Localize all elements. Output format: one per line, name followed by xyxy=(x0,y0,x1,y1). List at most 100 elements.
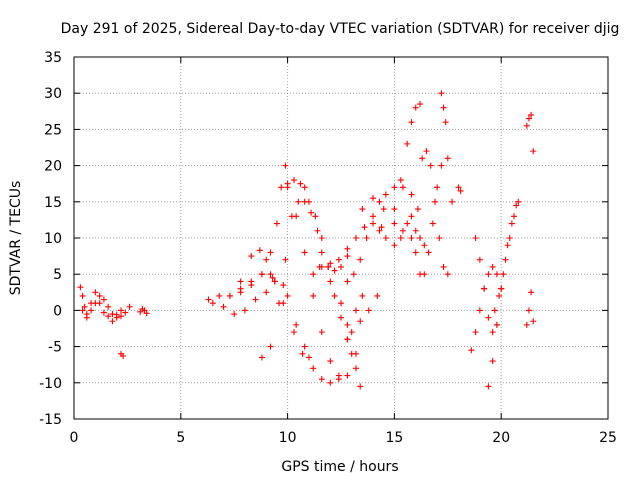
data-point xyxy=(325,263,332,270)
data-point xyxy=(237,285,244,292)
data-point xyxy=(523,321,530,328)
data-point xyxy=(252,296,259,303)
data-point xyxy=(455,184,462,191)
x-tick-label: 0 xyxy=(70,430,79,446)
data-point xyxy=(444,155,451,162)
data-point xyxy=(408,235,415,241)
x-tick-label: 10 xyxy=(279,430,297,446)
data-point xyxy=(267,343,274,350)
data-point xyxy=(205,296,212,303)
y-tick-label: 35 xyxy=(44,50,62,66)
data-point xyxy=(391,184,398,191)
data-point xyxy=(278,184,285,191)
data-point xyxy=(348,329,355,336)
data-point xyxy=(489,329,496,336)
data-point xyxy=(380,206,387,213)
data-point xyxy=(515,198,522,205)
data-point xyxy=(359,206,366,213)
data-point xyxy=(397,235,404,241)
data-point xyxy=(363,235,370,241)
data-point xyxy=(282,162,289,169)
data-point xyxy=(506,235,513,241)
data-point xyxy=(248,253,255,260)
data-point xyxy=(476,307,483,314)
data-point xyxy=(391,206,398,213)
data-point xyxy=(276,300,283,307)
data-point xyxy=(421,271,428,278)
data-point xyxy=(327,260,334,267)
data-point xyxy=(241,307,248,314)
data-point xyxy=(282,256,289,263)
data-point xyxy=(100,296,107,303)
data-point xyxy=(331,267,338,274)
data-point xyxy=(412,104,419,111)
data-point xyxy=(357,256,364,263)
data-point xyxy=(399,184,406,191)
data-point xyxy=(79,292,86,299)
data-point xyxy=(427,162,434,169)
data-point xyxy=(408,213,415,220)
data-point xyxy=(498,285,505,292)
data-point xyxy=(344,336,351,343)
x-axis-label: GPS time / hours xyxy=(281,459,398,475)
data-point xyxy=(271,278,278,285)
data-point xyxy=(258,354,265,361)
data-point xyxy=(513,202,520,209)
data-point xyxy=(305,198,312,205)
axis-ticks xyxy=(73,56,609,420)
tick-labels: 0 5 10 15 20 25 -15 -10 -5 0 5 10 15 20 25 30 35 xyxy=(39,50,617,446)
data-point xyxy=(431,198,438,205)
y-tick-label: 5 xyxy=(53,267,62,283)
data-point xyxy=(391,242,398,249)
data-point xyxy=(92,289,99,296)
data-point xyxy=(291,329,298,336)
data-point xyxy=(504,242,511,249)
data-point xyxy=(301,249,308,256)
data-point xyxy=(525,115,532,122)
data-point xyxy=(305,354,312,361)
data-point xyxy=(77,284,84,291)
data-point xyxy=(359,292,366,299)
data-point xyxy=(122,309,129,316)
data-point xyxy=(295,198,302,205)
data-point xyxy=(299,350,306,357)
data-point xyxy=(338,300,344,307)
data-point xyxy=(120,353,127,360)
data-point xyxy=(496,292,503,299)
data-point xyxy=(352,235,359,241)
data-point xyxy=(489,358,496,365)
data-point xyxy=(310,292,317,299)
y-tick-label: -10 xyxy=(39,376,62,392)
y-tick-label: -15 xyxy=(39,412,62,428)
data-point xyxy=(316,263,323,270)
data-point xyxy=(105,303,112,310)
data-point xyxy=(344,372,351,379)
data-point xyxy=(209,300,216,307)
data-point xyxy=(258,271,265,278)
data-point xyxy=(327,358,334,365)
data-point xyxy=(113,311,120,318)
data-point xyxy=(109,311,116,318)
data-point xyxy=(485,271,492,278)
y-tick-label: 10 xyxy=(44,231,62,247)
data-point xyxy=(338,314,344,321)
chart-title: Day 291 of 2025, Sidereal Day-to-day VTE… xyxy=(61,21,620,37)
data-point xyxy=(365,307,372,314)
data-point xyxy=(348,350,355,357)
data-point xyxy=(493,321,500,328)
data-point xyxy=(378,224,385,231)
data-point xyxy=(263,289,270,296)
data-point xyxy=(344,245,351,252)
data-point xyxy=(468,347,475,354)
data-point xyxy=(143,310,150,317)
data-point xyxy=(310,271,317,278)
data-point xyxy=(237,278,244,285)
data-point xyxy=(438,90,445,97)
data-point xyxy=(109,318,116,325)
data-point xyxy=(344,321,351,328)
data-point xyxy=(126,303,133,310)
y-tick-label: 25 xyxy=(44,122,62,138)
data-point xyxy=(357,318,364,325)
data-point xyxy=(269,274,276,281)
data-point xyxy=(370,195,377,202)
